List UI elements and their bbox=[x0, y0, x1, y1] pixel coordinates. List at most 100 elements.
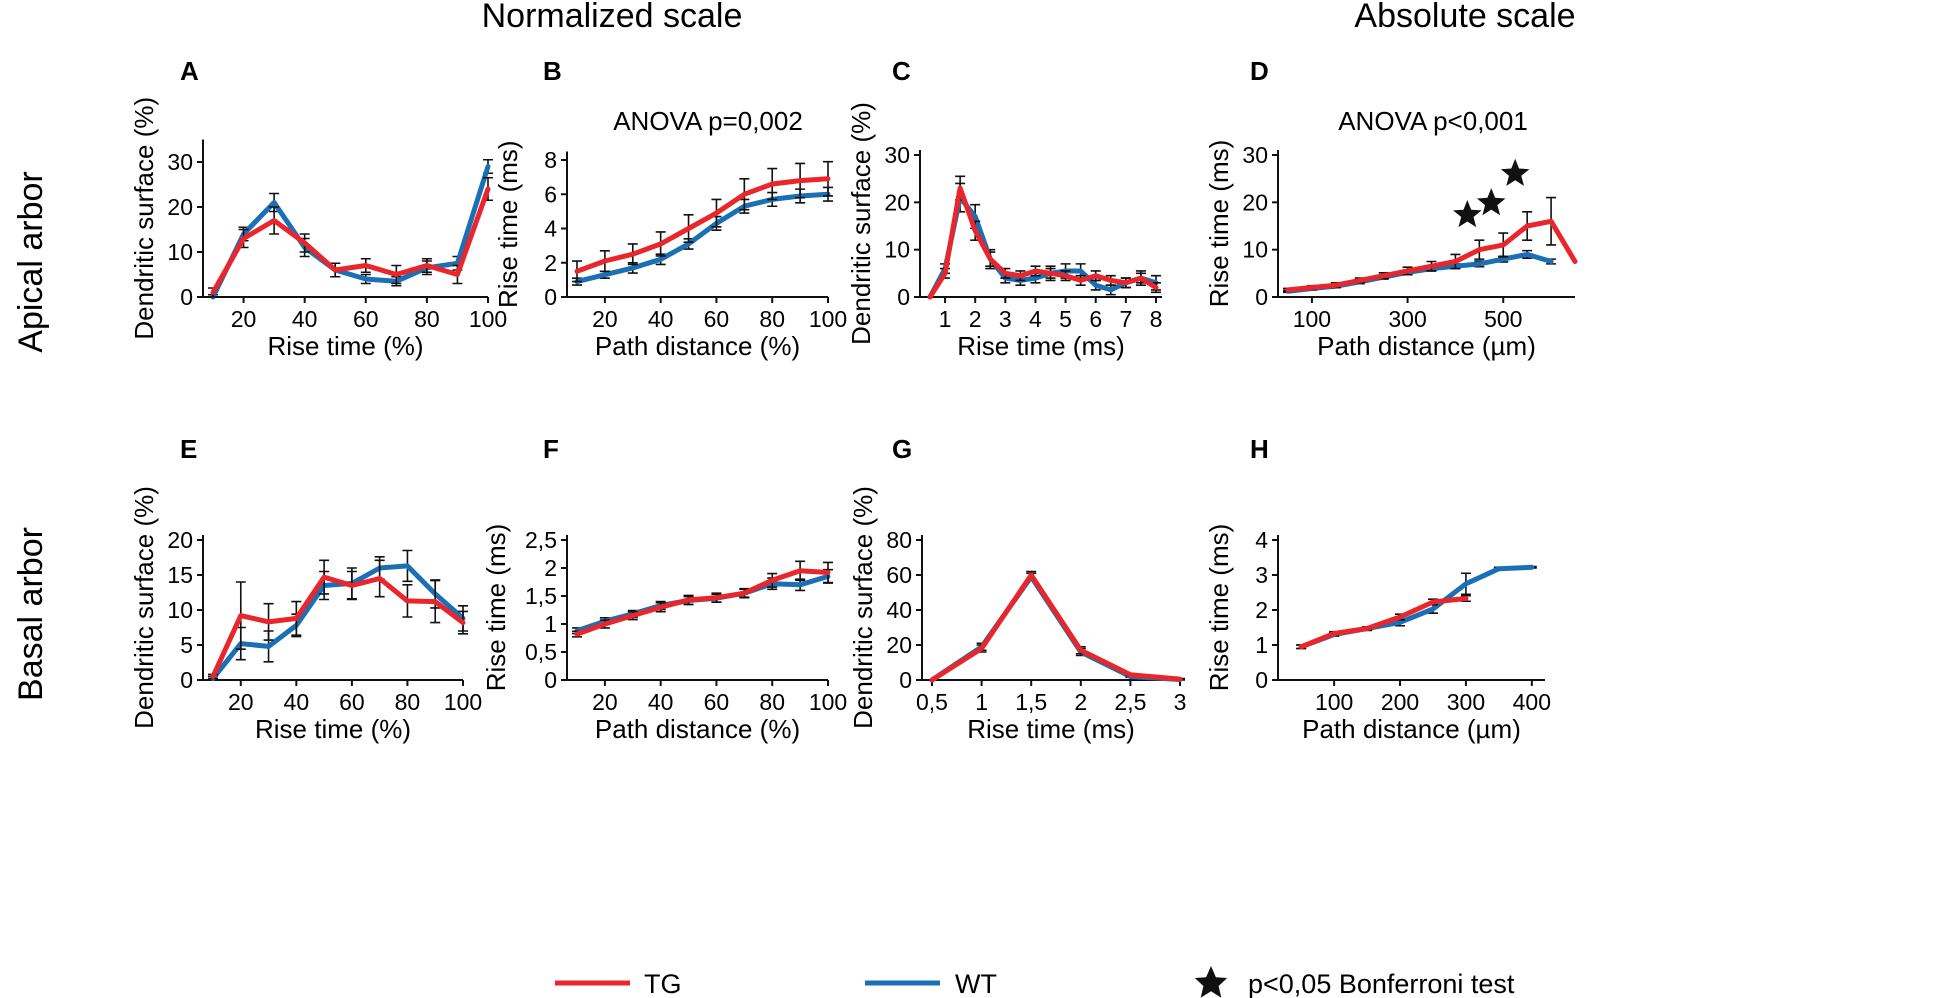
x-tick-label: 20 bbox=[592, 689, 618, 715]
panel-letter-a: A bbox=[180, 56, 199, 86]
data-point bbox=[575, 632, 579, 636]
x-tick-label: 80 bbox=[414, 306, 440, 332]
data-point bbox=[770, 578, 774, 582]
series-line-tg bbox=[574, 568, 831, 637]
data-point bbox=[988, 257, 992, 261]
x-tick-label: 60 bbox=[704, 689, 730, 715]
panel-a: A 0 10 20 30 20 40 60 80 100 Rise time (%) Dendriti… bbox=[129, 56, 507, 361]
data-point bbox=[1365, 627, 1369, 630]
series-line-tg bbox=[1298, 596, 1469, 650]
data-point bbox=[1431, 607, 1435, 611]
data-point bbox=[1109, 278, 1113, 282]
data-point bbox=[603, 273, 607, 277]
panel-f: F 00,511,522,5 20 40 60 80 100 Path distance (%… bbox=[481, 434, 847, 744]
data-point bbox=[1286, 288, 1290, 292]
legend-star-icon bbox=[1194, 966, 1228, 998]
series-wt bbox=[208, 158, 493, 300]
data-point bbox=[1525, 252, 1529, 256]
data-point bbox=[1178, 677, 1182, 681]
data-point bbox=[294, 616, 298, 620]
data-point bbox=[603, 259, 607, 263]
x-tick-label: 5 bbox=[1059, 306, 1072, 332]
data-point bbox=[973, 215, 977, 218]
data-point bbox=[1003, 271, 1007, 275]
x-tick-label: 1 bbox=[975, 689, 988, 715]
panel-letter-d: D bbox=[1250, 56, 1269, 86]
anova-annotation: ANOVA p<0,001 bbox=[1338, 106, 1528, 136]
anova-annotation: ANOVA p=0,002 bbox=[613, 106, 803, 136]
x-tick-label: 1 bbox=[939, 306, 952, 332]
x-axis-label: Rise time (%) bbox=[267, 331, 423, 361]
data-point bbox=[461, 621, 465, 625]
x-axis-label: Rise time (%) bbox=[255, 714, 411, 744]
x-tick-label: 200 bbox=[1381, 689, 1419, 715]
data-point bbox=[486, 187, 490, 191]
data-point bbox=[272, 201, 276, 204]
data-point bbox=[1139, 276, 1143, 280]
data-point bbox=[1018, 274, 1022, 278]
legend: TG WT p<0,05 Bonferroni test bbox=[555, 966, 1515, 998]
y-tick-label: 0,5 bbox=[525, 639, 557, 665]
data-point bbox=[1124, 281, 1128, 285]
x-tick-label: 3 bbox=[1174, 689, 1187, 715]
data-point bbox=[1049, 271, 1052, 275]
series-tg bbox=[572, 560, 833, 638]
data-point bbox=[687, 227, 691, 230]
data-point bbox=[211, 675, 215, 678]
series-line-tg bbox=[210, 186, 491, 295]
data-point bbox=[267, 644, 271, 648]
series-wt bbox=[929, 572, 1185, 683]
x-axis-label: Path distance (%) bbox=[595, 331, 800, 361]
y-tick-label: 0 bbox=[544, 667, 557, 693]
y-tick-label: 20 bbox=[167, 194, 193, 220]
x-tick-label: 40 bbox=[284, 689, 310, 715]
x-tick-label: 400 bbox=[1513, 689, 1551, 715]
series-tg bbox=[1283, 196, 1578, 293]
y-tick-label: 0 bbox=[180, 284, 193, 310]
significance-star-icon bbox=[1477, 188, 1506, 216]
data-point bbox=[742, 192, 746, 196]
data-point bbox=[1310, 286, 1314, 289]
series-line-tg bbox=[927, 185, 1159, 300]
y-tick-label: 1 bbox=[1255, 632, 1268, 658]
data-point bbox=[1299, 645, 1303, 649]
x-tick-label: 40 bbox=[648, 689, 674, 715]
y-tick-label: 0 bbox=[899, 667, 912, 693]
y-tick-label: 80 bbox=[886, 527, 912, 553]
panel-e: E 0 5 10 15 20 20 40 60 80 100 Rise time (%) Dendrit… bbox=[129, 434, 482, 744]
data-point bbox=[631, 266, 635, 270]
data-point bbox=[973, 229, 977, 233]
data-point bbox=[1530, 565, 1534, 569]
x-tick-label: 2 bbox=[969, 306, 982, 332]
x-tick-label: 100 bbox=[469, 306, 507, 332]
data-point bbox=[770, 182, 774, 186]
data-point bbox=[1334, 283, 1338, 287]
x-tick-label: 1,5 bbox=[1015, 689, 1047, 715]
data-point bbox=[405, 564, 409, 568]
data-point bbox=[350, 584, 354, 587]
y-tick-label: 0 bbox=[544, 284, 557, 310]
panel-c: C 0 10 20 30 1 2 3 4 5 6 7 8 Rise time (ms) Dendritic … bbox=[846, 56, 1162, 361]
x-axis-label: Path distance (%) bbox=[595, 714, 800, 744]
data-point bbox=[433, 600, 437, 604]
y-axis-label: Rise time (ms) bbox=[1204, 140, 1234, 308]
data-point bbox=[378, 577, 382, 580]
x-tick-label: 2 bbox=[1074, 689, 1087, 715]
x-tick-label: 0,5 bbox=[916, 689, 948, 715]
x-tick-label: 40 bbox=[648, 306, 674, 332]
y-tick-label: 10 bbox=[884, 237, 910, 263]
data-point bbox=[1398, 620, 1402, 624]
series-line-tg bbox=[929, 572, 1183, 683]
data-point bbox=[303, 241, 307, 245]
y-tick-label: 10 bbox=[167, 239, 193, 265]
data-point bbox=[272, 219, 276, 222]
y-tick-label: 30 bbox=[167, 149, 193, 175]
data-point bbox=[1034, 276, 1037, 280]
series-line-wt bbox=[210, 563, 466, 682]
x-tick-label: 100 bbox=[444, 689, 482, 715]
data-point bbox=[603, 622, 607, 626]
x-tick-label: 80 bbox=[759, 306, 785, 332]
